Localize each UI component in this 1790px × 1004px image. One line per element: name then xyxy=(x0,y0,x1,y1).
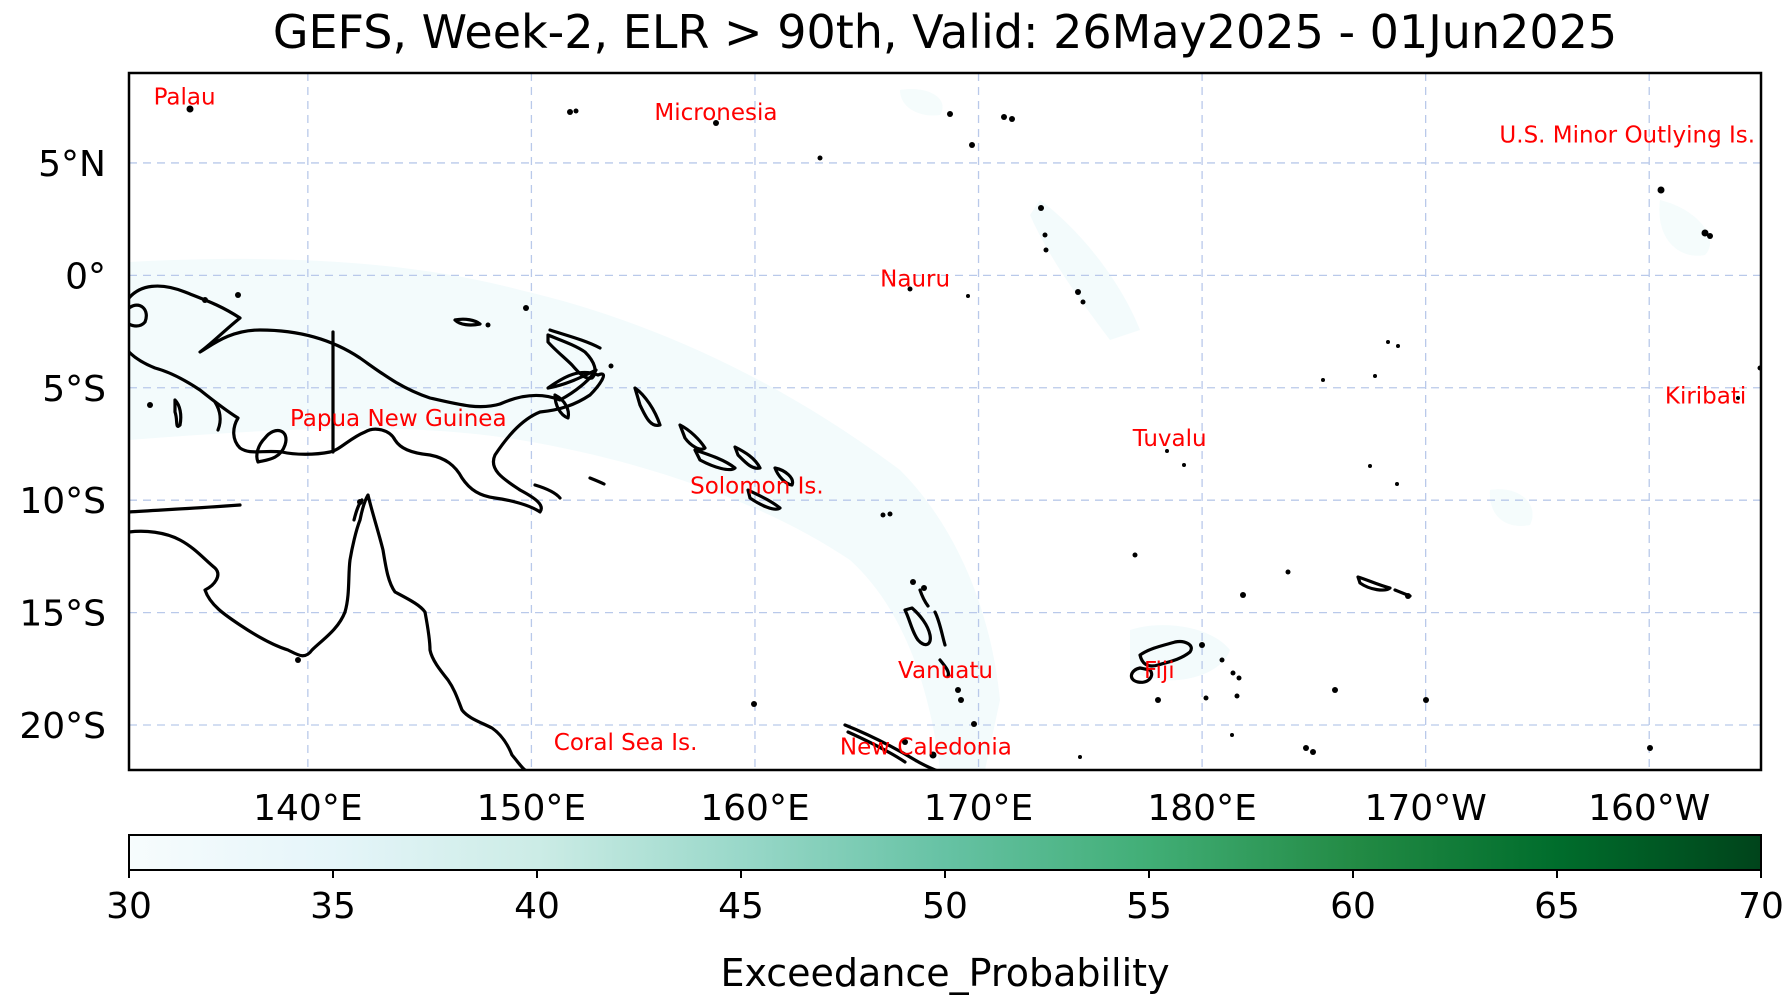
colorbar-tick-label: 55 xyxy=(1126,886,1172,927)
colorbar-gradient xyxy=(128,834,1762,871)
torres-islands xyxy=(173,398,183,428)
lon-tick-label: 160°W xyxy=(1588,788,1710,829)
country-label: New Caledonia xyxy=(840,734,1012,760)
chart-title: GEFS, Week-2, ELR > 90th, Valid: 26May20… xyxy=(273,5,1617,59)
latitude-tick-labels: 5°N 0° 5°S 10°S 15°S 20°S xyxy=(19,144,106,747)
aru-islands xyxy=(213,400,222,432)
country-label: Papua New Guinea xyxy=(290,406,507,432)
colorbar-tick-label: 70 xyxy=(1738,886,1784,927)
lat-tick-label: 0° xyxy=(65,256,106,297)
country-labels: Palau Micronesia U.S. Minor Outlying Is. Na… xyxy=(154,84,1756,760)
colorbar: 30 35 40 45 50 55 60 65 70 Exceedance_Probabilit… xyxy=(106,834,1784,995)
map-panel: Palau Micronesia U.S. Minor Outlying Is. Na… xyxy=(19,71,1763,829)
lon-tick-label: 150°E xyxy=(477,788,586,829)
country-label: Solomon Is. xyxy=(690,473,824,499)
small-islands xyxy=(147,105,1761,759)
fiji-islands xyxy=(1129,639,1193,684)
new-guinea-coast xyxy=(129,284,605,514)
country-label: Coral Sea Is. xyxy=(554,730,698,756)
lat-tick-label: 15°S xyxy=(19,594,106,635)
colorbar-tick-label: 45 xyxy=(718,886,764,927)
colorbar-ticks: 30 35 40 45 50 55 60 65 70 xyxy=(106,870,1784,927)
lon-tick-label: 170°E xyxy=(924,788,1033,829)
lat-tick-label: 5°N xyxy=(38,144,106,185)
country-label: Kiribati xyxy=(1665,384,1746,410)
new-ireland xyxy=(548,328,602,350)
country-label: U.S. Minor Outlying Is. xyxy=(1499,123,1755,149)
longitude-tick-labels: 140°E 150°E 160°E 170°E 180°E 170°W 160°W xyxy=(253,788,1710,829)
colorbar-tick-label: 65 xyxy=(1534,886,1580,927)
colorbar-tick-label: 40 xyxy=(514,886,560,927)
country-label: Tuvalu xyxy=(1132,426,1207,452)
arnhem-coast xyxy=(129,503,242,514)
new-britain-coast xyxy=(546,333,597,380)
lat-tick-label: 10°S xyxy=(19,481,106,522)
colorbar-tick-label: 35 xyxy=(310,886,356,927)
lon-tick-label: 170°W xyxy=(1365,788,1487,829)
coastlines xyxy=(129,284,1412,770)
country-label: Nauru xyxy=(880,267,950,293)
colorbar-tick-label: 60 xyxy=(1330,886,1376,927)
australia-coast xyxy=(129,493,527,770)
vanuatu-islands xyxy=(903,588,951,678)
solomon-islands xyxy=(633,386,795,511)
colorbar-label: Exceedance_Probability xyxy=(720,951,1169,995)
country-label: Vanuatu xyxy=(898,658,993,684)
bird-head xyxy=(129,303,148,328)
manus xyxy=(453,317,482,327)
country-label: Palau xyxy=(154,84,216,110)
colorbar-tick-label: 50 xyxy=(922,886,968,927)
map-frame xyxy=(127,71,1763,772)
colorbar-tick-label: 30 xyxy=(106,886,152,927)
bougainville xyxy=(553,393,571,420)
louisiade xyxy=(533,476,606,500)
country-label: Micronesia xyxy=(654,100,777,126)
frederik-hendrik-island xyxy=(255,428,288,464)
lon-tick-label: 180°E xyxy=(1147,788,1256,829)
country-label: Fiji xyxy=(1144,658,1175,684)
lon-tick-label: 160°E xyxy=(700,788,809,829)
lat-tick-label: 20°S xyxy=(19,706,106,747)
lon-tick-label: 140°E xyxy=(253,788,362,829)
lat-tick-label: 5°S xyxy=(42,369,106,410)
